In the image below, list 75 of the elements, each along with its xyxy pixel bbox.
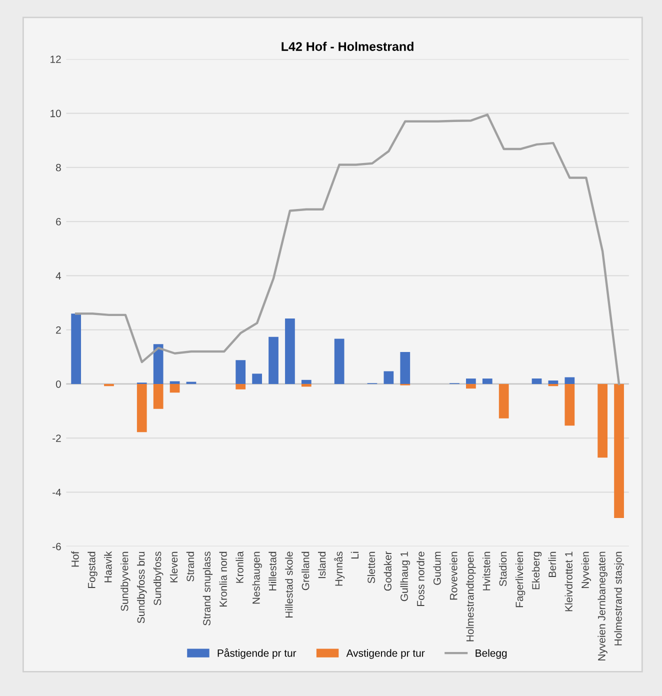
bar: [548, 380, 558, 384]
bar: [236, 360, 246, 384]
bar: [564, 377, 575, 384]
x-tick-label: Kronlia: [236, 551, 244, 583]
x-tick-label: Nyveien Jernbanegaten: [598, 552, 608, 660]
y-tick-label: -4: [52, 488, 62, 496]
bar: [170, 384, 180, 393]
line-series: [74, 114, 620, 386]
x-tick-label: Foss nordre: [416, 552, 424, 606]
x-tick-label: Nyveien: [581, 552, 591, 588]
x-tick-label: Kleivdrottet 1: [564, 552, 572, 612]
y-tick-label: 2: [56, 326, 61, 334]
bar: [136, 384, 147, 432]
bar: [598, 384, 608, 458]
x-tick-label: Hillestad skole: [285, 552, 293, 618]
legend-label: Belegg: [476, 649, 507, 659]
x-tick-label: Sundbyfoss: [153, 552, 164, 606]
bar: [466, 378, 476, 384]
legend-label: Påstigende pr tur: [218, 648, 296, 659]
y-tick-label: 8: [56, 164, 61, 172]
x-tick-label: Berlin: [548, 552, 556, 577]
bar: [482, 378, 492, 384]
chart-title: L42 Hof - Holmestrand: [282, 42, 414, 51]
x-tick-label: Neshaugen: [252, 552, 262, 604]
legend-label: Avstigende pr tur: [346, 649, 425, 659]
y-tick-label: 0: [56, 380, 61, 388]
bar: [301, 380, 312, 384]
y-tick-label: 12: [50, 56, 61, 63]
x-tick-label: Kleven: [170, 552, 178, 582]
y-tick-label: -6: [52, 542, 61, 550]
bar: [400, 352, 410, 384]
x-tick-label: Fogstad: [88, 552, 98, 588]
x-tick-label: Haavik: [104, 551, 112, 582]
bar: [252, 374, 262, 384]
x-tick-label: Hynnås: [334, 552, 345, 586]
bar: [301, 384, 312, 387]
x-tick-label: Strand snuplass: [202, 552, 213, 626]
x-tick-label: Holmestrandtoppen: [466, 552, 476, 642]
x-tick-label: Strand: [186, 552, 194, 582]
x-tick-label: Li: [350, 552, 358, 558]
x-tick-label: Hvitstein: [482, 552, 490, 590]
bar: [268, 336, 278, 384]
y-tick-label: 6: [56, 218, 61, 226]
bar: [466, 384, 476, 389]
x-tick-label: Stadion: [499, 552, 507, 586]
x-tick-label: Island: [318, 552, 326, 578]
bar: [153, 344, 164, 384]
bar: [498, 384, 509, 418]
bar: [236, 384, 246, 390]
y-tick-label: 10: [50, 110, 61, 118]
bar: [532, 378, 542, 384]
bar: [614, 384, 624, 518]
x-tick-label: Kronlia nord: [219, 552, 227, 607]
y-tick-label: 4: [56, 272, 62, 280]
x-tick-label: Ekeberg: [532, 552, 542, 590]
x-tick-label: Grelland: [302, 552, 310, 590]
x-tick-label: Fagerliveien: [515, 552, 526, 608]
x-tick-label: Hof: [71, 551, 79, 567]
bar: [71, 314, 82, 384]
bar: [153, 384, 164, 409]
y-tick-label: -2: [52, 434, 61, 442]
x-tick-label: Holmestrand stasjon: [614, 552, 624, 646]
x-tick-label: Sundbyveien: [120, 552, 130, 611]
bar: [334, 338, 344, 384]
x-tick-label: Roveveien: [450, 552, 458, 600]
bar: [384, 371, 394, 384]
x-tick-label: Hillestad: [268, 552, 276, 590]
x-tick-label: Gullhaug 1: [400, 552, 410, 602]
x-tick-label: Sundbyfoss bru: [137, 552, 147, 624]
bar: [564, 384, 575, 426]
bar: [104, 384, 114, 386]
x-tick-label: Gudum: [433, 552, 441, 585]
x-tick-label: Godaker: [384, 551, 392, 591]
bar: [285, 318, 295, 384]
x-tick-label: Sletten: [367, 552, 376, 584]
